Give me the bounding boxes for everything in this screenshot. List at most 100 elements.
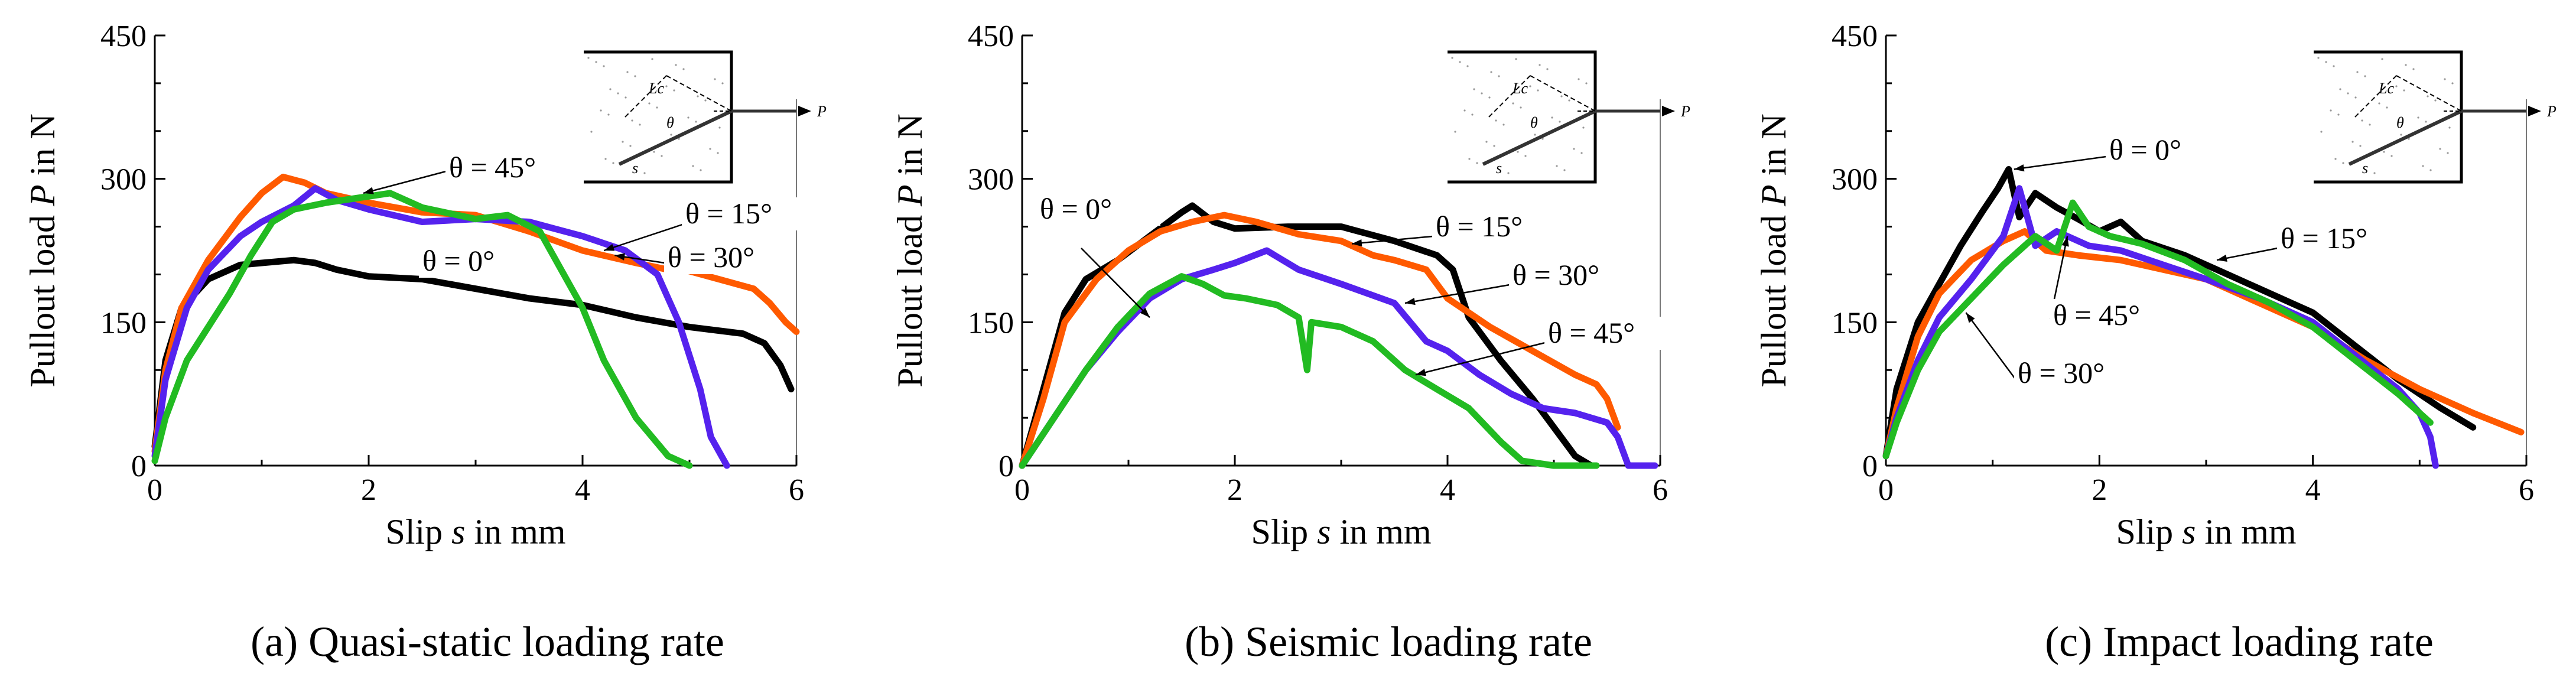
inset-dot bbox=[2427, 95, 2429, 97]
inset-dot bbox=[651, 58, 653, 60]
inset-dot bbox=[1529, 85, 1531, 87]
inset-dot bbox=[2320, 131, 2323, 133]
inset-dot bbox=[604, 158, 607, 160]
series-line-2 bbox=[1882, 228, 2525, 460]
inset-dot bbox=[2425, 121, 2427, 123]
x-axis-label: Slip s in mm bbox=[1251, 512, 1431, 551]
y-axis-label: Pullout load P in N bbox=[23, 113, 62, 387]
inset-dot bbox=[704, 99, 707, 102]
inset-dot bbox=[709, 148, 711, 150]
inset-dot bbox=[2439, 148, 2441, 150]
series-line-1 bbox=[151, 256, 795, 450]
inset-dot bbox=[1582, 126, 1585, 129]
inset-dot bbox=[2378, 102, 2380, 105]
inset-dot bbox=[1580, 152, 1583, 154]
inset-bg bbox=[584, 52, 731, 182]
inset-label-theta: θ bbox=[666, 114, 674, 131]
inset-dot bbox=[629, 145, 632, 147]
annotation-leader bbox=[2216, 247, 2278, 261]
y-tick-label: 300 bbox=[1832, 163, 1878, 197]
inset-dot bbox=[648, 102, 650, 105]
inset-dot bbox=[1493, 145, 1495, 147]
annotation-leader bbox=[1965, 312, 2016, 379]
inset-dot bbox=[600, 109, 602, 112]
inset-arrow-icon bbox=[798, 106, 811, 116]
inset-dot bbox=[590, 131, 593, 133]
annotation-leader bbox=[2014, 155, 2107, 170]
inset-dot bbox=[665, 85, 668, 87]
inset-dot bbox=[1463, 109, 1466, 112]
x-tick-label: 0 bbox=[1014, 473, 1030, 507]
inset-dot bbox=[1515, 58, 1517, 60]
annotation-bg bbox=[419, 245, 543, 278]
inset-dot bbox=[631, 119, 633, 122]
x-tick-label: 0 bbox=[147, 473, 162, 507]
inset-cone-line bbox=[625, 75, 667, 118]
x-axis-label: Slip s in mm bbox=[385, 512, 565, 551]
inset-label-lc: Lc bbox=[648, 80, 664, 97]
y-tick-label: 300 bbox=[100, 163, 147, 197]
inset-dot bbox=[1468, 158, 1471, 160]
inset-dot bbox=[1520, 106, 1522, 109]
y-tick-label: 0 bbox=[1862, 450, 1878, 483]
inset-dot bbox=[1573, 148, 1575, 150]
inset-dot bbox=[1568, 99, 1570, 102]
inset-dot bbox=[717, 152, 719, 154]
annotation-bg bbox=[1036, 193, 1160, 226]
inset-dot bbox=[2408, 138, 2410, 140]
annotation-leader bbox=[363, 170, 447, 194]
annotation-leader bbox=[1404, 284, 1510, 304]
inset-dot bbox=[2373, 172, 2376, 174]
inset-dot bbox=[612, 162, 614, 164]
y-tick-label: 450 bbox=[100, 19, 147, 53]
inset-dot bbox=[2317, 57, 2320, 59]
x-tick-label: 4 bbox=[2305, 473, 2321, 507]
inset-dot bbox=[1490, 71, 1492, 73]
inset-label-theta: θ bbox=[1530, 114, 1538, 131]
annotation-bg bbox=[1432, 210, 1556, 243]
inset-cone-line bbox=[1530, 75, 1596, 112]
annotation-arrowhead bbox=[1416, 369, 1426, 376]
annotation-arrowhead bbox=[1405, 297, 1416, 305]
inset-dot bbox=[1534, 134, 1536, 136]
annotation-label: θ = 45° bbox=[2053, 298, 2140, 331]
inset-dot bbox=[607, 113, 610, 116]
annotation-arrowhead bbox=[2014, 164, 2025, 172]
x-tick-label: 6 bbox=[1653, 473, 1668, 507]
annotation-bg bbox=[2050, 299, 2174, 332]
annotation-label: θ = 30° bbox=[668, 240, 754, 274]
annotation-bg bbox=[445, 151, 570, 184]
inset-label-s: s bbox=[2362, 160, 2368, 177]
annotation-arrowhead bbox=[1966, 313, 1975, 323]
annotation-bg bbox=[2014, 357, 2138, 390]
inset-dot bbox=[2354, 96, 2357, 99]
inset-dot bbox=[2364, 75, 2366, 77]
inset-dot bbox=[2422, 165, 2424, 167]
y-tick-label: 450 bbox=[968, 19, 1014, 53]
inset-dot bbox=[2356, 71, 2359, 73]
inset-dot bbox=[2383, 151, 2385, 153]
annotation-leader bbox=[1081, 248, 1150, 318]
inset-dot bbox=[2337, 113, 2340, 116]
inset-dot bbox=[2334, 158, 2337, 160]
inset-dot bbox=[643, 172, 646, 174]
annotation-bg bbox=[2106, 134, 2230, 167]
inset-dot bbox=[2400, 134, 2402, 136]
inset-dot bbox=[697, 95, 699, 97]
inset-dot bbox=[2412, 68, 2415, 70]
inset-dot bbox=[2447, 152, 2449, 154]
annotation-label: θ = 30° bbox=[2018, 356, 2105, 389]
annotation-label: θ = 15° bbox=[685, 197, 772, 230]
annotation-label: θ = 15° bbox=[2281, 222, 2367, 255]
y-tick-label: 0 bbox=[998, 450, 1014, 483]
inset-dot bbox=[2386, 106, 2388, 109]
inset-dot bbox=[2448, 126, 2451, 129]
x-tick-label: 2 bbox=[1227, 473, 1243, 507]
inset-dot bbox=[1551, 116, 1553, 119]
y-tick-label: 150 bbox=[968, 306, 1014, 340]
inset-dot bbox=[695, 121, 697, 123]
inset-label-lc: Lc bbox=[2378, 80, 2394, 97]
inset-dot bbox=[714, 78, 716, 80]
inset-schematic: P Lc s θ bbox=[584, 50, 827, 184]
y-axis-label: Pullout load P in N bbox=[890, 113, 929, 387]
